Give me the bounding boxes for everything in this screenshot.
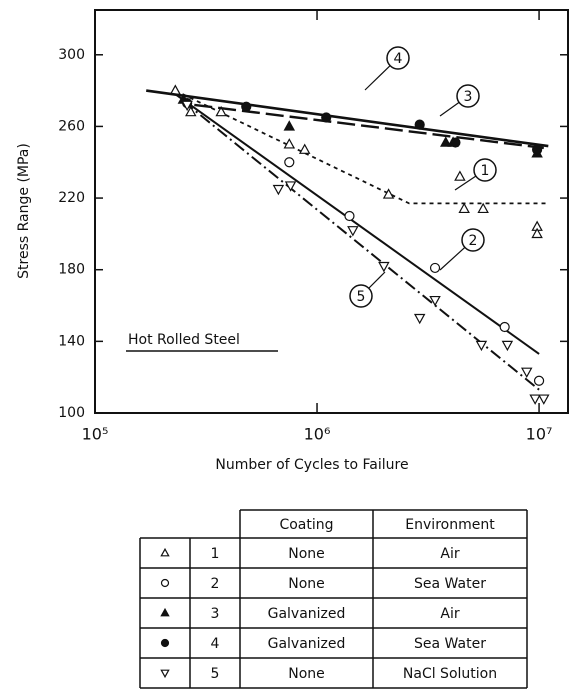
- marker: [283, 120, 296, 131]
- marker: [284, 181, 297, 192]
- marker: [344, 210, 355, 222]
- legend-marker: [160, 638, 170, 648]
- marker: [298, 143, 311, 154]
- legend-table: Coating Environment 1 None Air 2 None Sea Water…: [139, 509, 528, 689]
- marker: [382, 188, 395, 199]
- x-tick-label: 10⁶: [304, 425, 331, 444]
- table-environment: Sea Water: [414, 576, 486, 592]
- table-number: 2: [211, 576, 220, 592]
- marker: [477, 202, 489, 214]
- y-tick-label: 180: [58, 262, 85, 278]
- legend-marker: [160, 607, 170, 617]
- table-header: Coating: [279, 517, 333, 533]
- callout-circle: [349, 284, 373, 308]
- marker: [414, 119, 425, 130]
- callout-circle: [461, 228, 485, 252]
- callout-circle: [386, 46, 410, 70]
- marker: [532, 144, 543, 155]
- y-tick-label: 100: [58, 405, 85, 421]
- fit-line: [194, 103, 544, 150]
- x-tick-label: 10⁷: [526, 425, 553, 444]
- callout-label: 4: [394, 51, 403, 67]
- legend-marker: [160, 547, 170, 557]
- marker: [321, 112, 332, 123]
- table-coating: Galvanized: [268, 606, 346, 622]
- marker: [533, 375, 545, 386]
- y-tick-label: 300: [58, 47, 85, 63]
- y-tick-label: 260: [58, 118, 85, 134]
- callout-circle: [456, 84, 480, 108]
- table-number: 5: [211, 666, 220, 682]
- y-tick-label: 140: [58, 333, 85, 349]
- marker: [241, 101, 252, 112]
- marker: [413, 313, 426, 325]
- annotation: Hot Rolled Steel: [128, 332, 240, 348]
- callout-label: 5: [357, 289, 366, 305]
- marker: [272, 184, 285, 196]
- table-number: 3: [211, 606, 220, 622]
- table-environment: NaCl Solution: [403, 666, 497, 682]
- plot-frame: [94, 9, 569, 414]
- legend-marker: [160, 578, 170, 588]
- fit-line: [174, 93, 540, 355]
- marker: [429, 262, 441, 274]
- marker: [347, 226, 359, 237]
- y-axis-label: Stress Range (MPa): [16, 143, 32, 279]
- marker: [284, 157, 295, 168]
- legend-marker: [160, 669, 170, 679]
- fit-line: [174, 89, 549, 205]
- table-environment: Air: [440, 606, 459, 622]
- table-environment: Sea Water: [414, 636, 486, 652]
- y-tick-label: 220: [58, 190, 85, 206]
- table-number: 4: [211, 636, 220, 652]
- marker: [475, 340, 488, 352]
- table-number: 1: [211, 546, 220, 562]
- table-coating: None: [288, 576, 325, 592]
- callout-circle: [473, 158, 497, 182]
- marker: [440, 136, 452, 147]
- marker: [429, 295, 441, 307]
- marker: [283, 138, 296, 149]
- marker: [185, 105, 197, 117]
- table-coating: None: [288, 546, 325, 562]
- marker: [499, 321, 510, 333]
- marker: [531, 227, 543, 239]
- marker: [454, 170, 466, 181]
- marker: [458, 202, 470, 214]
- marker: [501, 340, 514, 352]
- marker: [378, 261, 390, 273]
- callout-label: 2: [469, 233, 478, 249]
- x-tick-label: 10⁵: [82, 425, 109, 444]
- x-axis-label: Number of Cycles to Failure: [215, 457, 408, 473]
- callout-label: 3: [464, 89, 473, 105]
- table-coating: None: [288, 666, 325, 682]
- callout-label: 1: [481, 163, 490, 179]
- marker: [181, 100, 193, 112]
- fit-line: [146, 89, 549, 148]
- marker: [538, 394, 550, 405]
- marker: [529, 394, 541, 405]
- table-header: Environment: [405, 517, 495, 533]
- table-coating: Galvanized: [268, 636, 346, 652]
- marker: [520, 367, 533, 378]
- marker: [215, 105, 227, 117]
- marker: [450, 137, 461, 148]
- table-environment: Air: [440, 546, 459, 562]
